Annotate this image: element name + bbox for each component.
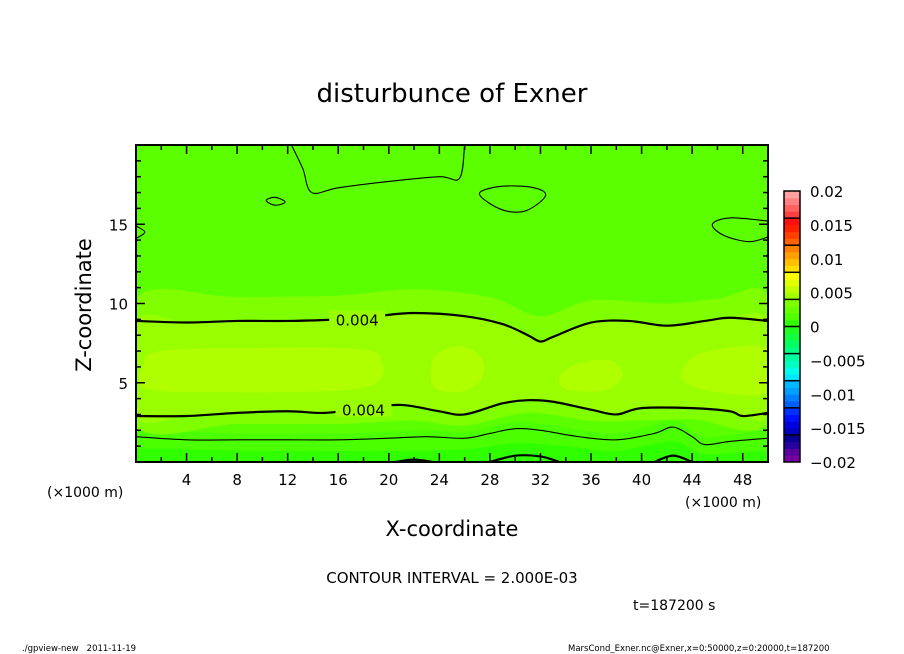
colorbar-swatch — [784, 380, 800, 388]
colorbar-swatch — [784, 421, 800, 429]
colorbar-swatch — [784, 373, 800, 382]
colorbar-swatch — [784, 238, 800, 246]
footer-right: MarsCond_Exner.nc@Exner,x=0:50000,z=0:20… — [568, 644, 830, 654]
colorbar-swatch — [784, 204, 800, 212]
colorbar-swatch — [784, 367, 800, 375]
x-tick-label: 12 — [278, 471, 297, 489]
colorbar-frame — [783, 190, 801, 463]
contour-line — [290, 145, 466, 194]
colorbar-swatch — [784, 319, 800, 327]
x-tick-label: 16 — [329, 471, 348, 489]
colorbar-swatch — [784, 394, 800, 402]
footer-left: ./gpview-new 2011-11-19 — [22, 644, 136, 654]
x-axis-label: X-coordinate — [386, 517, 519, 541]
colorbar-swatch — [784, 245, 800, 253]
colorbar-tick-label: −0.015 — [810, 420, 866, 438]
colorbar-swatch — [784, 211, 800, 219]
x-tick-label: 44 — [683, 471, 702, 489]
filled-region — [680, 345, 768, 396]
colorbar-swatch — [784, 197, 800, 206]
colorbar-tick-label: 0.01 — [810, 251, 843, 269]
y-tick-label: 5 — [118, 375, 128, 393]
colorbar-swatch — [784, 387, 800, 395]
filled-region — [136, 441, 768, 462]
contour-line — [478, 185, 547, 213]
x-tick-label: 8 — [232, 471, 242, 489]
filled-contours — [136, 145, 768, 462]
colorbar-tick-label: 0 — [810, 319, 820, 337]
colorbar-swatch — [784, 218, 800, 226]
colorbar-swatch — [784, 191, 800, 199]
colorbar-swatch — [784, 285, 800, 294]
colorbar-swatch — [784, 428, 800, 436]
colorbar-swatch — [784, 312, 800, 321]
colorbar-swatch — [784, 265, 800, 273]
colorbar-tick-label: 0.005 — [810, 285, 853, 303]
chart-title: disturbunce of Exner — [317, 79, 588, 109]
colorbar-swatch — [784, 299, 800, 307]
contour-label: 0.004 — [336, 311, 379, 329]
colorbar-tick-label: 0.015 — [810, 217, 853, 235]
contour-line — [136, 426, 768, 446]
y-axis-label: Z-coordinate — [72, 238, 96, 372]
colorbar-swatch — [784, 414, 800, 422]
contour-line — [265, 196, 286, 206]
filled-region — [138, 347, 384, 393]
x-unit-right: (×1000 m) — [685, 495, 761, 511]
colorbar-tick-label: 0.02 — [810, 183, 843, 201]
contour-label: 0.004 — [342, 402, 385, 420]
colorbar-swatch — [784, 224, 800, 233]
x-tick-label: 32 — [531, 471, 550, 489]
x-tick-label: 4 — [182, 471, 192, 489]
colorbar-swatch — [784, 251, 800, 260]
contour-line — [136, 225, 146, 239]
colorbar: 0.02 0.015 0.01 0.005 0 −0.005 −0.01 −0.015 −0.0… — [783, 183, 866, 472]
colorbar-swatch — [784, 272, 800, 280]
x-unit-left: (×1000 m) — [47, 485, 123, 501]
contour-label-bg — [335, 400, 392, 417]
contour-lines: 0.004 0.004 — [136, 145, 768, 462]
colorbar-swatch — [784, 434, 800, 443]
colorbar-swatch — [784, 292, 800, 300]
contour-label-bg — [329, 310, 386, 327]
colorbar-swatch — [784, 407, 800, 416]
colorbar-swatch — [784, 258, 800, 267]
x-tick-label: 48 — [733, 471, 752, 489]
colorbar-tick-label: −0.02 — [810, 454, 856, 472]
x-tick-label: 40 — [632, 471, 651, 489]
contour-line — [711, 217, 768, 243]
contour-line — [653, 454, 693, 462]
x-tick-label: 20 — [379, 471, 398, 489]
contour-interval: CONTOUR INTERVAL = 2.000E-03 — [326, 569, 577, 587]
x-tick-label: 36 — [581, 471, 600, 489]
colorbar-tick-label: −0.01 — [810, 386, 856, 404]
colorbar-swatch — [784, 326, 800, 334]
colorbar-swatch — [784, 455, 800, 463]
contour-line — [136, 311, 768, 343]
colorbar-tick-label: −0.005 — [810, 352, 866, 370]
colorbar-swatch — [784, 231, 800, 239]
colorbar-swatch — [784, 441, 800, 449]
colorbar-swatch — [784, 353, 800, 361]
colorbar-swatch — [784, 360, 800, 368]
colorbar-swatch — [784, 401, 800, 409]
x-tick-label: 24 — [430, 471, 449, 489]
colorbar-swatch — [784, 279, 800, 287]
contour-line — [136, 398, 768, 418]
colorbar-swatch — [784, 340, 800, 348]
y-tick-label: 10 — [109, 296, 128, 314]
colorbar-swatch — [784, 346, 800, 355]
colorbar-swatch — [784, 448, 800, 456]
contour-line — [489, 454, 560, 462]
filled-region — [430, 346, 484, 393]
filled-region — [558, 359, 623, 392]
colorbar-swatch — [784, 333, 800, 341]
y-tick-label: 15 — [109, 216, 128, 234]
colorbar-swatch — [784, 306, 800, 314]
time-label: t=187200 s — [633, 598, 715, 614]
x-tick-label: 28 — [480, 471, 499, 489]
